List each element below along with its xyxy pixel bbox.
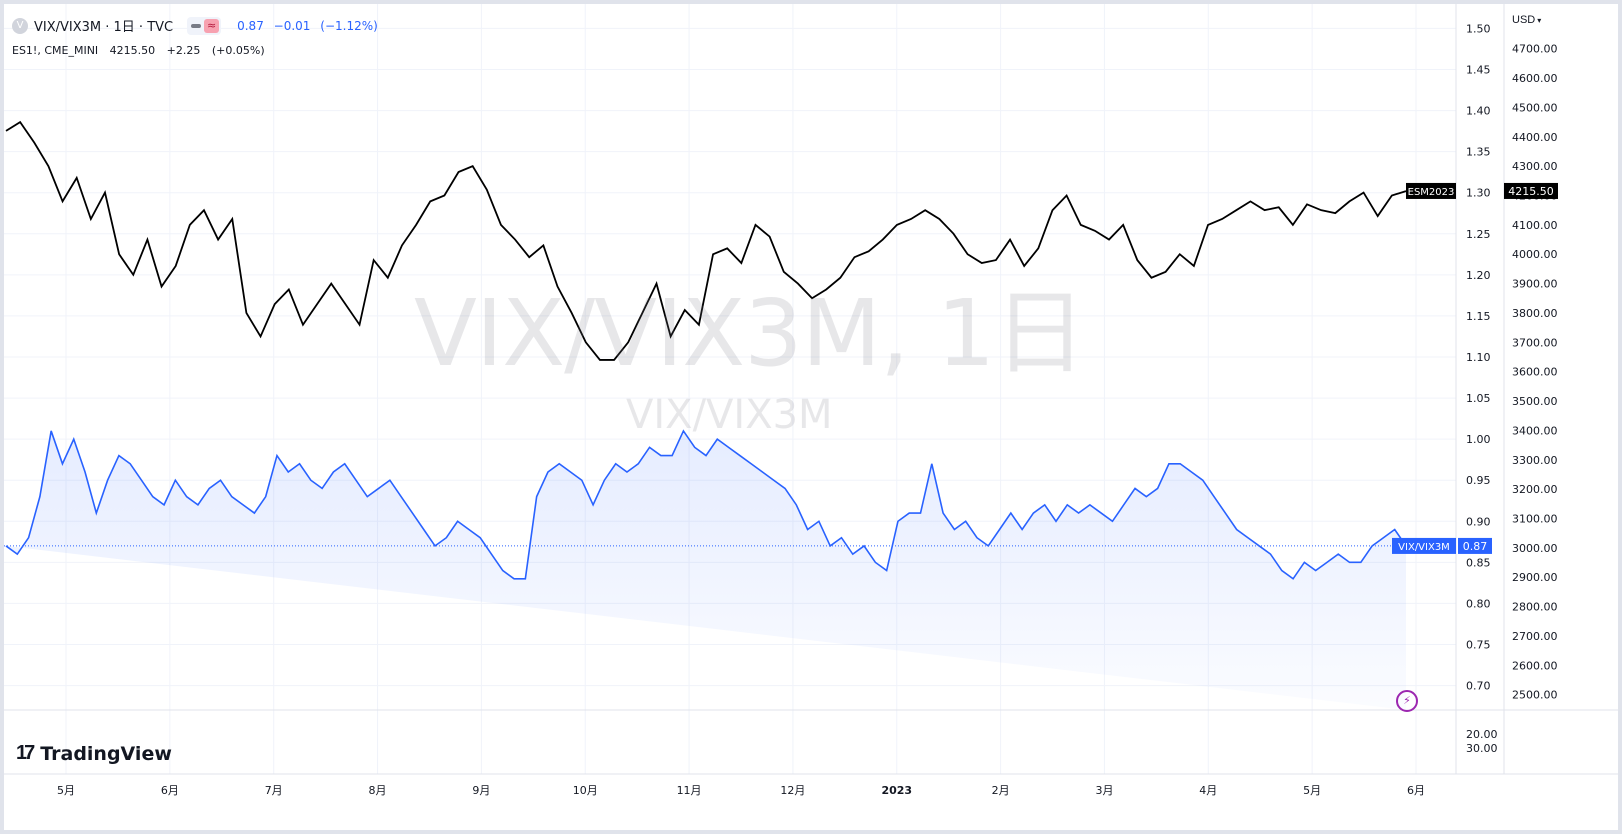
legend-main: V VIX/VIX3M · 1日 · TVC ≈ 0.87 −0.01 (−1.… [12,16,384,35]
price-axis-label: 4300.00 [1512,160,1558,173]
ratio-axis-label: 1.30 [1466,187,1491,200]
currency-label: USD [1512,14,1536,26]
vix-price-tag [1458,537,1492,554]
ratio-axis-label: 1.50 [1466,22,1491,35]
price-axis-label: 3400.00 [1512,424,1558,437]
x-tick-label: 2月 [992,784,1010,797]
x-tick-label: 12月 [780,784,805,797]
price-axis-label: 2500.00 [1512,689,1558,702]
ratio-axis-label: 1.10 [1466,351,1491,364]
ratio-axis-label: 0.70 [1466,680,1491,693]
es-price-tag-label: 4215.50 [1508,185,1554,198]
legend-change: −0.01 [273,18,311,33]
secondary-name[interactable]: ES1!, CME_MINI [12,44,99,57]
price-axis-label: 3600.00 [1512,366,1558,379]
x-tick-label: 2023 [881,784,912,797]
vix-series-tag [1392,537,1456,554]
legend-change-pct: (−1.12%) [320,18,378,33]
legend-toggle[interactable]: ≈ [187,16,222,35]
wave-icon[interactable]: ≈ [204,18,220,33]
ratio-axis-label: 0.90 [1466,515,1491,528]
secondary-change-pct: (+0.05%) [211,44,265,57]
legend-secondary: ES1!, CME_MINI 4215.50 +2.25 (+0.05%) [12,44,273,57]
brand-name: TradingView [40,742,172,765]
ratio-axis-label: 0.80 [1466,597,1491,610]
price-axis-label: 2800.00 [1512,601,1558,614]
x-tick-label: 7月 [265,784,283,797]
price-axis-label: 4000.00 [1512,248,1558,261]
price-axis-label: 3100.00 [1512,512,1558,525]
tradingview-logo-icon: 17 [16,742,35,764]
x-tick-label: 6月 [1407,784,1425,797]
x-tick-label: 8月 [369,784,387,797]
ratio-axis-label: 1.20 [1466,269,1491,282]
price-axis-label: 4400.00 [1512,131,1558,144]
vix-icon: V [12,17,28,34]
x-tick-label: 5月 [57,784,75,797]
ratio-axis-label: 1.15 [1466,310,1491,323]
price-axis-label: 4700.00 [1512,43,1558,56]
vix-line[interactable] [5,429,1407,580]
es-series-tag [1406,182,1456,199]
chevron-down-icon: ▾ [1537,15,1542,25]
ratio-axis-label: 1.05 [1466,392,1491,405]
ratio-axis-label: 1.25 [1466,228,1491,241]
x-tick-label: 10月 [573,784,598,797]
ratio-axis-label: 1.45 [1466,64,1491,77]
currency-selector[interactable]: USD ▾ [1512,14,1541,26]
price-axis-label: 3200.00 [1512,483,1558,496]
chart-canvas[interactable]: 5月 6月 7月 8月 9月 10月 11月 12月 2023 2月 3月 4月 5月 6月 1.50 1.4… [4,4,1618,830]
sub-axis-label: 30.00 [1466,742,1498,755]
secondary-change: +2.25 [166,44,201,57]
ratio-axis-label: 1.40 [1466,105,1491,118]
price-axis-label: 3700.00 [1512,336,1558,349]
legend-values: 0.87 −0.01 (−1.12%) [237,19,384,33]
x-tick-label: 3月 [1095,784,1113,797]
price-axis-label: 3800.00 [1512,307,1558,320]
chart-frame: 5月 6月 7月 8月 9月 10月 11月 12月 2023 2月 3月 4月 5月 6月 1.50 1.4… [4,4,1618,830]
watermark-subtitle: VIX/VIX3M [626,392,833,438]
x-tick-label: 9月 [472,784,490,797]
vix-area [6,430,1406,710]
ratio-axis-label: 0.85 [1466,556,1491,569]
tradingview-logo[interactable]: 17 TradingView [16,742,172,765]
price-axis-label: 4500.00 [1512,101,1558,114]
ratio-axis-label: 0.95 [1466,474,1491,487]
ratio-axis-label: 1.35 [1466,146,1491,159]
secondary-close: 4215.50 [109,44,156,57]
price-axis-label: 2700.00 [1512,630,1558,643]
price-axis-label: 2600.00 [1512,659,1558,672]
x-tick-label: 11月 [677,784,702,797]
price-axis-label: 4100.00 [1512,219,1558,232]
legend-symbol[interactable]: VIX/VIX3M · 1日 · TVC [34,20,174,35]
eye-icon[interactable] [191,23,202,28]
price-axis-label: 4600.00 [1512,72,1558,85]
es-price-tag [1504,182,1558,199]
watermark-title: VIX/VIX3M, 1日 [414,280,1086,387]
price-axis-label: 3500.00 [1512,395,1558,408]
vix-price-tag-label: 0.87 [1463,540,1488,553]
es-line[interactable] [5,120,1407,361]
x-tick-label: 6月 [161,784,179,797]
vix-series-tag-label: VIX/VIX3M [1398,542,1450,553]
price-axis-label: 3000.00 [1512,542,1558,555]
x-tick-label: 5月 [1303,784,1321,797]
es-series-tag-label: ESM2023 [1408,187,1455,198]
x-tick-label: 4月 [1199,784,1217,797]
price-axis-label: 3300.00 [1512,454,1558,467]
price-axis-label: 2900.00 [1512,571,1558,584]
lightning-icon[interactable]: ⚡ [1396,690,1418,712]
ratio-axis-label: 0.75 [1466,639,1491,652]
ratio-axis-label: 1.00 [1466,433,1491,446]
price-axis-label: 3900.00 [1512,278,1558,291]
sub-axis-label: 20.00 [1466,728,1498,741]
legend-close: 0.87 [237,18,264,33]
